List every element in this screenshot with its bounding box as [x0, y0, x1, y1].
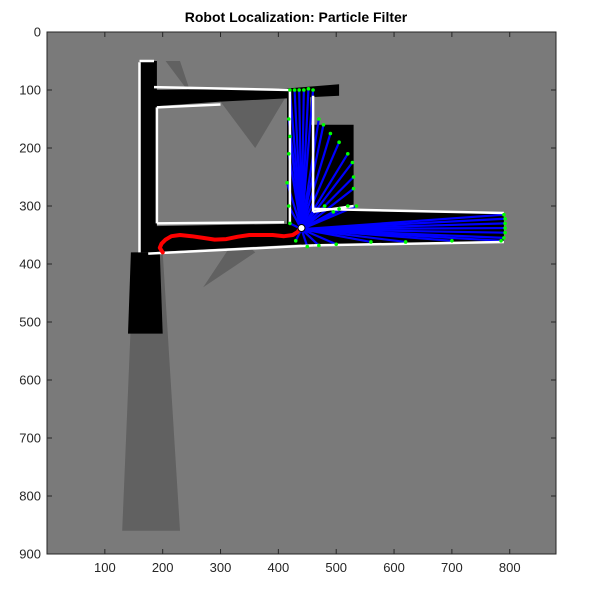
laser-hit-19: [502, 212, 506, 217]
laser-hit-11: [350, 160, 355, 165]
x-tick-label-700: 700: [441, 560, 463, 575]
wall-4: [156, 220, 285, 225]
wall-1: [153, 85, 290, 92]
laser-hit-13: [351, 186, 356, 191]
y-tick-label-700: 700: [19, 431, 41, 446]
x-tick-label-200: 200: [152, 560, 174, 575]
laser-hit-25: [499, 239, 503, 243]
y-tick-label-600: 600: [19, 373, 41, 388]
laser-hit-32: [293, 239, 298, 243]
laser-beam-17: [300, 210, 334, 231]
laser-hit-7: [321, 123, 326, 127]
plot-area: [47, 32, 556, 554]
x-tick-label-800: 800: [499, 560, 521, 575]
y-tick-label-100: 100: [19, 83, 41, 98]
laser-hit-0: [288, 88, 292, 92]
chart-title: Robot Localization: Particle Filter: [185, 9, 408, 25]
y-tick-label-900: 900: [19, 547, 41, 562]
laser-hit-24: [502, 236, 506, 240]
laser-hit-3: [302, 88, 306, 92]
laser-hit-35: [285, 181, 289, 185]
y-axis-ticks: 0 100 200 300 400 500 600 700 800 900: [19, 25, 556, 562]
laser-hit-30: [317, 243, 321, 248]
laser-beam-5: [300, 89, 315, 230]
trajectory-line: [157, 226, 303, 255]
laser-hit-16: [337, 207, 341, 211]
walls: [138, 59, 504, 255]
laser-hit-5: [311, 88, 315, 92]
free-region-left-lower-spur: [128, 252, 163, 334]
laser-hit-36: [286, 152, 291, 156]
laser-beams: [285, 88, 506, 247]
laser-beam-31: [300, 228, 309, 247]
laser-hit-27: [403, 240, 408, 244]
laser-hit-37: [288, 134, 292, 139]
laser-hit-31: [305, 244, 310, 249]
wall-2: [156, 103, 221, 109]
wall-10: [313, 207, 504, 215]
laser-hit-6: [317, 117, 321, 121]
y-tick-label-0: 0: [34, 25, 41, 40]
laser-beam-30: [300, 228, 320, 247]
y-tick-label-300: 300: [19, 199, 41, 214]
laser-hit-1: [292, 88, 297, 92]
x-axis-ticks: 100 200 300 400 500 600 700 800: [94, 32, 521, 575]
laser-beam-9: [300, 141, 341, 230]
laser-beam-8: [300, 133, 332, 230]
wall-11: [313, 240, 504, 247]
laser-beam-29: [301, 228, 337, 246]
laser-hit-14: [354, 204, 359, 208]
laser-hit-22: [503, 226, 507, 230]
y-tick-label-500: 500: [19, 315, 41, 330]
axes-box: [46, 31, 557, 555]
laser-hit-28: [369, 240, 373, 244]
shadow-fan-3: [165, 61, 192, 96]
y-tick-label-400: 400: [19, 257, 41, 272]
laser-hit-23: [503, 230, 507, 235]
laser-hit-4: [306, 87, 311, 91]
laser-hit-8: [328, 131, 333, 136]
laser-beam-11: [300, 161, 354, 230]
laser-hit-33: [288, 221, 292, 226]
laser-hit-2: [297, 88, 301, 92]
laser-hit-34: [286, 204, 291, 208]
laser-hit-20: [503, 216, 507, 221]
laser-hit-18: [322, 204, 327, 208]
y-tick-label-800: 800: [19, 489, 41, 504]
laser-hit-17: [331, 210, 336, 214]
laser-hit-15: [345, 204, 350, 208]
laser-beam-26: [301, 228, 452, 242]
shadow-fan-2: [220, 90, 290, 148]
laser-hit-21: [503, 221, 507, 226]
x-tick-label-600: 600: [383, 560, 405, 575]
laser-hit-29: [334, 242, 339, 247]
laser-hit-12: [351, 175, 356, 179]
x-tick-label-500: 500: [325, 560, 347, 575]
laser-hit-38: [286, 117, 291, 121]
free-region-left-vertical-corridor: [139, 61, 157, 253]
laser-hit-26: [450, 239, 454, 243]
laser-hits: [285, 87, 507, 249]
x-tick-label-100: 100: [94, 560, 116, 575]
y-tick-label-200: 200: [19, 141, 41, 156]
laser-beam-28: [301, 228, 372, 244]
x-tick-label-400: 400: [268, 560, 290, 575]
robot-marker: [297, 224, 306, 233]
x-tick-label-300: 300: [210, 560, 232, 575]
laser-hit-9: [337, 140, 341, 144]
laser-beam-10: [300, 153, 349, 230]
laser-hit-10: [345, 152, 350, 156]
wall-5: [148, 244, 314, 255]
